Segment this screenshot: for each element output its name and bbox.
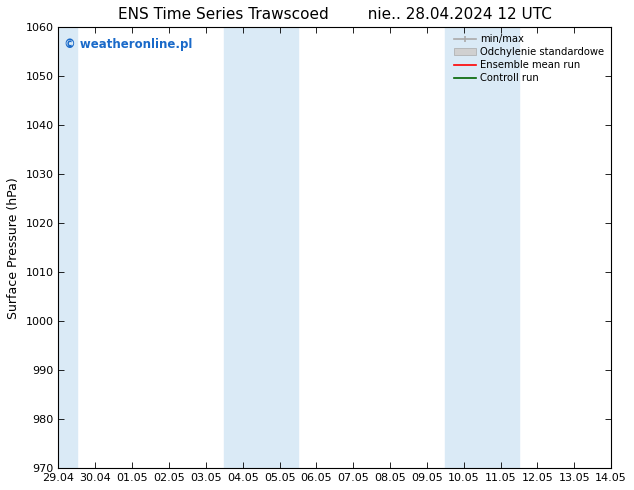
Bar <box>445 27 519 468</box>
Y-axis label: Surface Pressure (hPa): Surface Pressure (hPa) <box>7 177 20 318</box>
Bar <box>224 27 298 468</box>
Bar <box>58 27 77 468</box>
Text: © weatheronline.pl: © weatheronline.pl <box>64 38 192 51</box>
Title: ENS Time Series Trawscoed        nie.. 28.04.2024 12 UTC: ENS Time Series Trawscoed nie.. 28.04.20… <box>118 7 552 22</box>
Legend: min/max, Odchylenie standardowe, Ensemble mean run, Controll run: min/max, Odchylenie standardowe, Ensembl… <box>452 32 606 85</box>
